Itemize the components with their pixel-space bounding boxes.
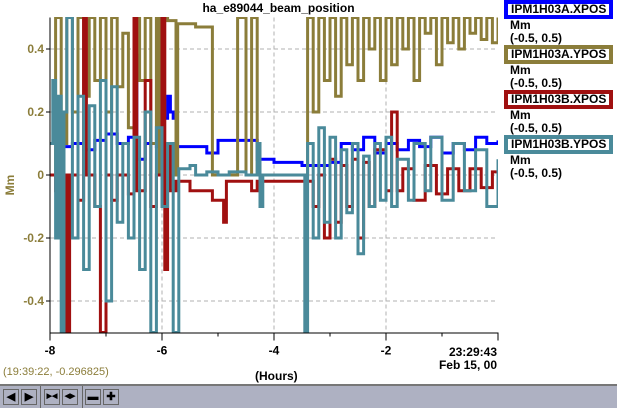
x-axis-label: (Hours) bbox=[255, 369, 298, 383]
x-tick-label: -6 bbox=[157, 344, 168, 358]
end-time: 23:29:43 Feb 15, 00 bbox=[430, 346, 497, 372]
toolbar-separator bbox=[40, 386, 41, 408]
legend-range: (-0.5, 0.5) bbox=[510, 166, 563, 180]
y-tick-label: 0.4 bbox=[27, 42, 44, 56]
y-tick-label: 0 bbox=[37, 168, 44, 182]
legend-unit: Mm bbox=[510, 153, 531, 167]
toolbar-separator bbox=[82, 386, 83, 408]
y-tick-label: 0.2 bbox=[27, 105, 44, 119]
legend-series-name[interactable]: IPM1H03A.XPOS bbox=[504, 0, 614, 19]
legend-item[interactable]: IPM1H03B.YPOS Mm (-0.5, 0.5) bbox=[504, 135, 617, 180]
end-time-date: Feb 15, 00 bbox=[438, 358, 497, 372]
series-line-ipm1h03a-ypos bbox=[50, 17, 498, 177]
legend-item[interactable]: IPM1H03B.XPOS Mm (-0.5, 0.5) bbox=[504, 90, 617, 135]
plot-area[interactable]: 0.4 0.2 0 -0.2 -0.4 -8 -6 -4 -2 Mm bbox=[0, 0, 617, 384]
legend-series-name[interactable]: IPM1H03B.XPOS bbox=[504, 90, 614, 109]
x-tick-label: -8 bbox=[45, 344, 56, 358]
add-button[interactable]: ✚ bbox=[103, 389, 119, 405]
toolbar: ◀ ▶ ▶◀ ◀▶ ▬ ✚ bbox=[0, 384, 617, 408]
legend-unit: Mm bbox=[510, 18, 531, 32]
y-tick-label: -0.4 bbox=[23, 294, 44, 308]
y-axis-label: Mm bbox=[3, 175, 17, 196]
legend-range: (-0.5, 0.5) bbox=[510, 121, 563, 135]
legend-range: (-0.5, 0.5) bbox=[510, 76, 563, 90]
legend-range: (-0.5, 0.5) bbox=[510, 31, 563, 45]
x-tick-label: -2 bbox=[381, 344, 392, 358]
scroll-left-button[interactable]: ◀ bbox=[3, 389, 19, 405]
end-time-clock: 23:29:43 bbox=[448, 345, 497, 359]
chart-title: ha_e89044_beam_position bbox=[202, 1, 355, 15]
scroll-right-button[interactable]: ▶ bbox=[21, 389, 37, 405]
x-tick-label: -4 bbox=[269, 344, 280, 358]
legend-item[interactable]: IPM1H03A.XPOS Mm (-0.5, 0.5) bbox=[504, 0, 617, 45]
legend-series-name[interactable]: IPM1H03A.YPOS bbox=[504, 45, 614, 64]
legend-item[interactable]: IPM1H03A.YPOS Mm (-0.5, 0.5) bbox=[504, 45, 617, 90]
fit-button[interactable]: ▬ bbox=[85, 389, 101, 405]
zoom-out-x-button[interactable]: ◀▶ bbox=[62, 389, 78, 405]
cursor-readout: (19:39:22, -0.296825) bbox=[3, 366, 109, 378]
zoom-in-x-button[interactable]: ▶◀ bbox=[44, 389, 60, 405]
series-line-ipm1h03b-ypos bbox=[50, 17, 498, 333]
legend-unit: Mm bbox=[510, 63, 531, 77]
legend: IPM1H03A.XPOS Mm (-0.5, 0.5) IPM1H03A.YPO… bbox=[504, 0, 617, 180]
legend-series-name[interactable]: IPM1H03B.YPOS bbox=[504, 135, 614, 154]
legend-unit: Mm bbox=[510, 108, 531, 122]
y-tick-label: -0.2 bbox=[23, 231, 44, 245]
